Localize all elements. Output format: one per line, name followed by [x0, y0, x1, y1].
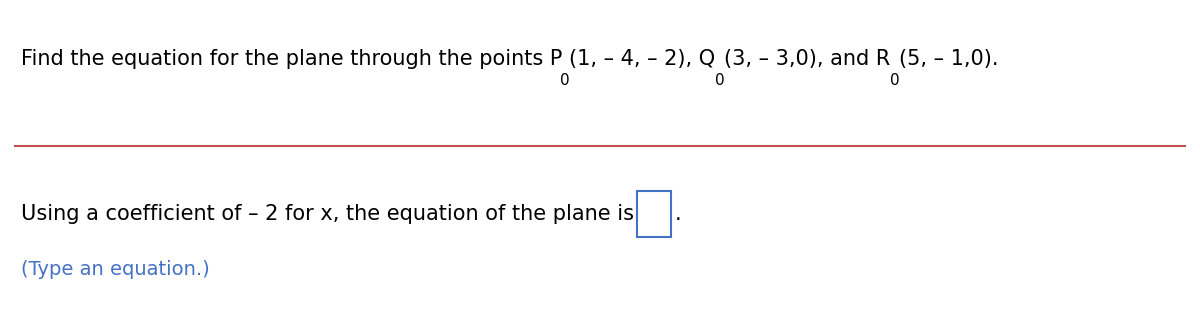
Text: (3, – 3,0), and R: (3, – 3,0), and R — [724, 49, 890, 69]
Text: (Type an equation.): (Type an equation.) — [20, 260, 210, 279]
Text: 0: 0 — [714, 73, 725, 88]
Text: Using a coefficient of – 2 for x, the equation of the plane is: Using a coefficient of – 2 for x, the eq… — [20, 204, 641, 224]
Text: .: . — [674, 204, 682, 224]
Text: 0: 0 — [559, 73, 569, 88]
Text: (5, – 1,0).: (5, – 1,0). — [899, 49, 998, 69]
Text: Find the equation for the plane through the points P: Find the equation for the plane through … — [20, 49, 562, 69]
Text: (1, – 4, – 2), Q: (1, – 4, – 2), Q — [569, 49, 715, 69]
Text: 0: 0 — [889, 73, 899, 88]
FancyBboxPatch shape — [637, 191, 671, 237]
